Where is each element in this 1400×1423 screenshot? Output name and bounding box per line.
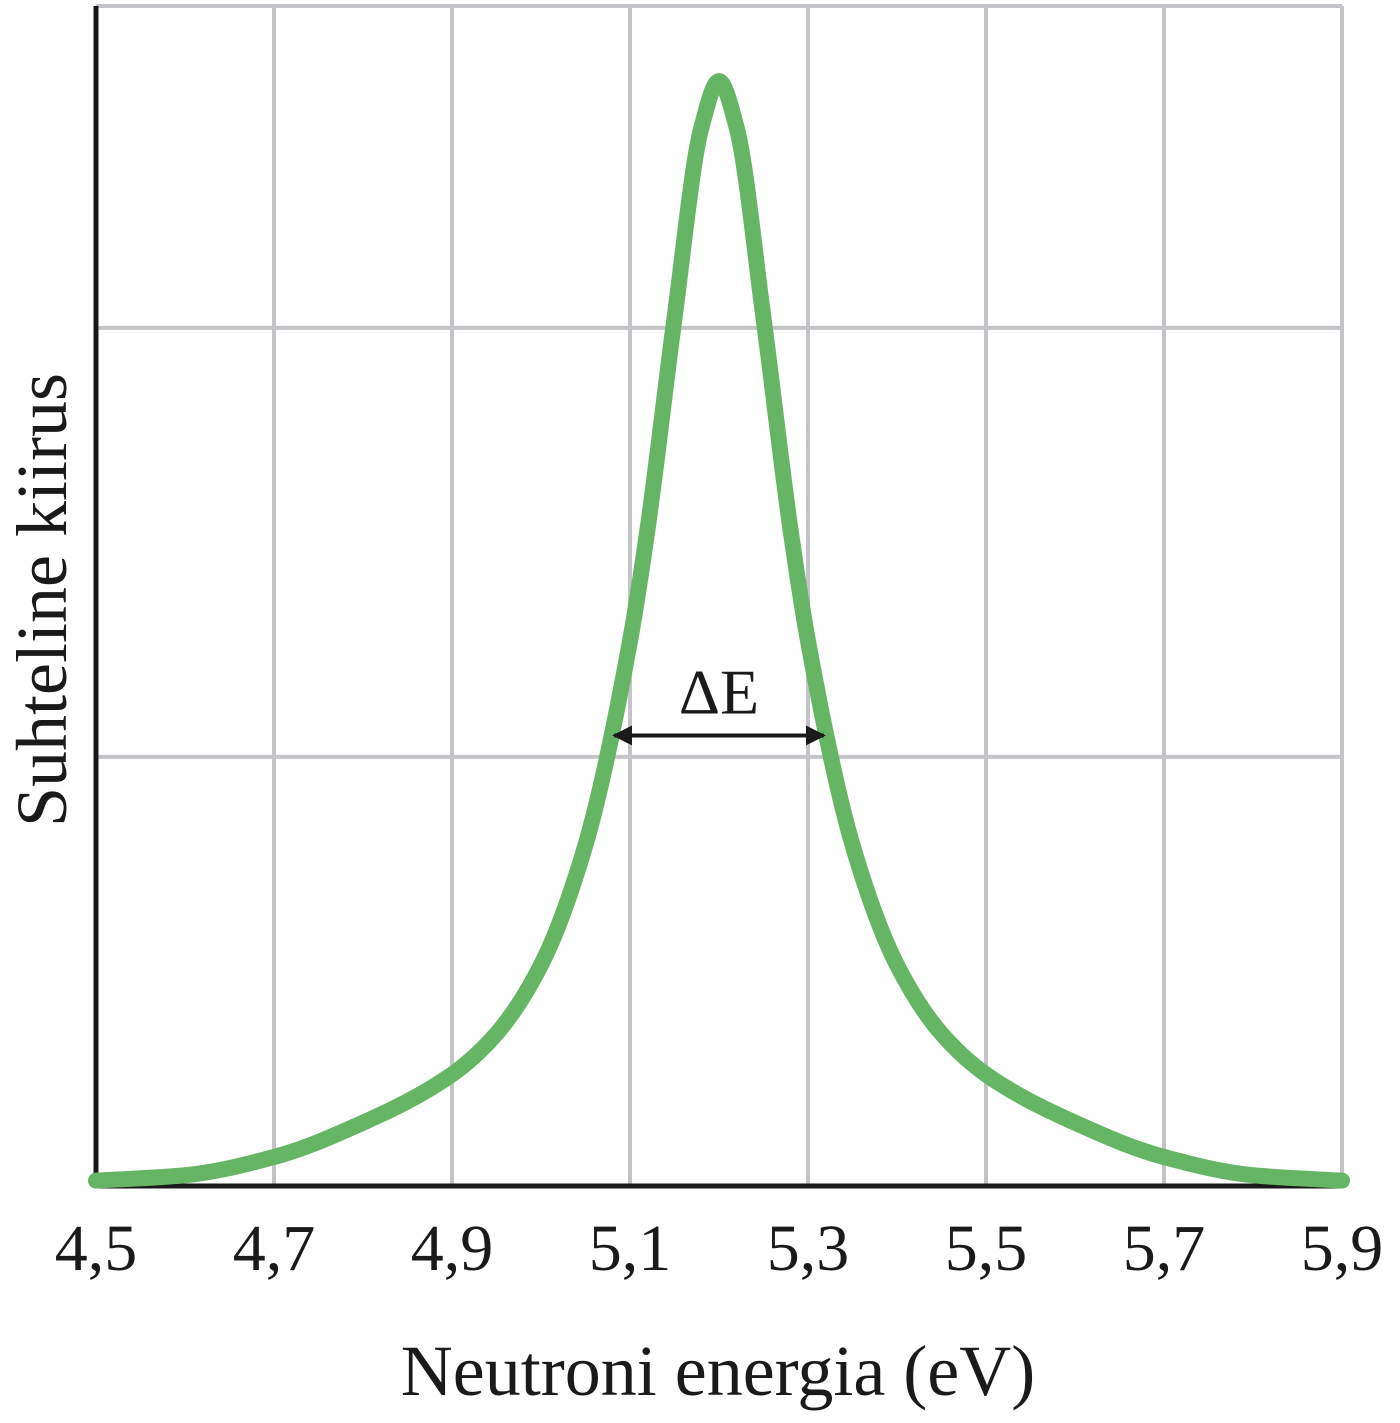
- axes: [93, 6, 1342, 1189]
- delta-e-label: ΔE: [679, 656, 759, 727]
- x-tick-labels: 4,5 4,7 4,9 5,1 5,3 5,5 5,7 5,9: [55, 1212, 1384, 1285]
- x-tick-label: 5,7: [1123, 1212, 1206, 1285]
- x-tick-label: 4,5: [55, 1212, 138, 1285]
- x-tick-label: 5,9: [1301, 1212, 1384, 1285]
- x-tick-label: 5,5: [945, 1212, 1028, 1285]
- x-tick-label: 5,1: [589, 1212, 672, 1285]
- x-tick-label: 4,7: [233, 1212, 316, 1285]
- grid: [96, 4, 1344, 1186]
- x-axis-title: Neutroni energia (eV): [401, 1331, 1035, 1411]
- x-tick-label: 5,3: [767, 1212, 850, 1285]
- series-layer: [88, 73, 1350, 1189]
- x-tick-label: 4,9: [411, 1212, 494, 1285]
- y-axis-title: Suhteline kiirus: [2, 373, 82, 827]
- series-line-resonance: [88, 73, 1350, 1189]
- annotation-layer: ΔE: [612, 656, 826, 746]
